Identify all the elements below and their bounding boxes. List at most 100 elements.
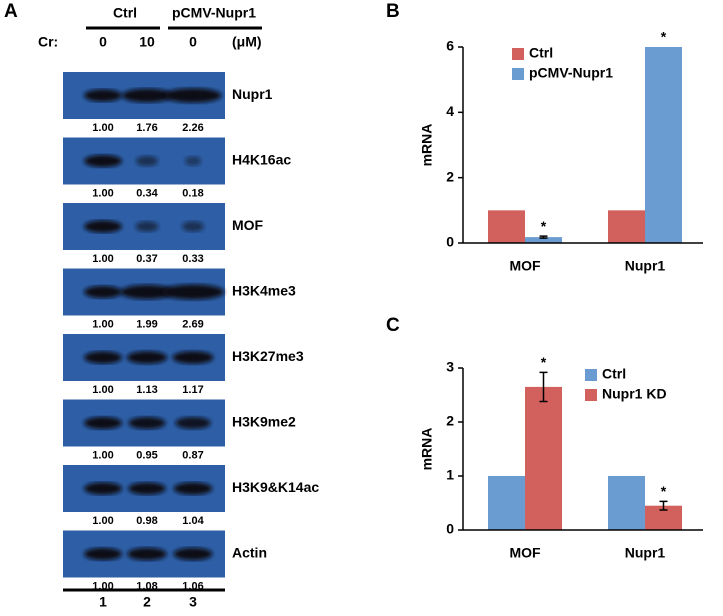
band	[84, 220, 122, 233]
band	[175, 416, 211, 430]
panel-label: B	[386, 1, 400, 22]
band	[172, 351, 214, 364]
quantification: 1.04	[182, 515, 204, 527]
quantification: 2.69	[182, 318, 203, 330]
quantification: 0.33	[182, 253, 203, 265]
bar	[608, 210, 645, 243]
band	[128, 416, 166, 430]
legend-swatch	[585, 369, 597, 381]
blot-label: MOF	[232, 217, 264, 233]
lane-number: 2	[143, 594, 151, 610]
quantification: 0.37	[136, 253, 157, 265]
band	[120, 284, 174, 300]
quantification: 0.18	[182, 187, 203, 199]
band	[173, 547, 213, 561]
y-tick-label: 4	[446, 103, 454, 119]
blot-label: Actin	[232, 545, 267, 561]
error-bar	[659, 500, 668, 511]
quantification: 1.00	[92, 384, 113, 396]
band	[135, 221, 159, 232]
legend-label: Ctrl	[602, 366, 626, 382]
significance: *	[541, 218, 547, 234]
bar	[488, 476, 525, 530]
significance: *	[541, 354, 547, 370]
x-tick-label: MOF	[509, 258, 541, 274]
x-tick-label: Nupr1	[625, 258, 666, 274]
legend-label: Ctrl	[529, 45, 553, 61]
quantification: 1.00	[92, 122, 113, 134]
quantification: 1.00	[92, 187, 113, 199]
y-tick-label: 0	[446, 521, 454, 537]
unit-label: (μM)	[232, 34, 262, 50]
band	[135, 155, 159, 167]
blot-label: H3K9me2	[232, 414, 296, 430]
quantification: 0.87	[182, 449, 203, 461]
dose-label: 0	[189, 34, 197, 50]
blot-label: H3K4me3	[232, 283, 296, 299]
quantification: 0.98	[136, 515, 157, 527]
legend-swatch	[512, 68, 524, 80]
quantification: 1.17	[182, 384, 203, 396]
band	[84, 547, 122, 561]
band	[84, 351, 122, 364]
legend-label: Nupr1 KD	[602, 386, 667, 402]
band	[128, 482, 166, 495]
quantification: 1.13	[136, 384, 157, 396]
legend-swatch	[512, 48, 524, 60]
quantification: 2.26	[182, 122, 203, 134]
significance: *	[661, 29, 667, 45]
y-tick-label: 1	[446, 467, 454, 483]
band	[164, 88, 222, 103]
bar	[645, 47, 682, 243]
band	[84, 482, 122, 495]
blot-label: H3K9&K14ac	[232, 479, 319, 495]
band	[84, 154, 122, 168]
band	[161, 284, 225, 300]
legend-label: pCMV-Nupr1	[529, 65, 613, 81]
y-tick-label: 0	[446, 234, 454, 250]
x-tick-label: Nupr1	[625, 545, 666, 561]
y-tick-label: 6	[446, 38, 454, 54]
blot-label: H3K27me3	[232, 348, 304, 364]
quantification: 1.99	[136, 318, 157, 330]
error-bar	[539, 235, 548, 239]
dose-label: 10	[139, 34, 155, 50]
y-axis-label: mRNA	[419, 124, 435, 167]
y-tick-label: 2	[446, 413, 454, 429]
quantification: 1.00	[92, 253, 113, 265]
group-label: Ctrl	[113, 5, 137, 21]
quantification: 1.76	[136, 122, 157, 134]
panel-label: C	[386, 315, 400, 336]
y-tick-label: 2	[446, 168, 454, 184]
y-axis-label: mRNA	[419, 428, 435, 471]
dose-label: 0	[99, 34, 107, 50]
x-tick-label: MOF	[509, 545, 541, 561]
y-tick-label: 3	[446, 359, 454, 375]
panel-label: A	[4, 1, 18, 22]
band	[84, 285, 122, 299]
lane-number: 1	[99, 594, 107, 610]
bar	[608, 476, 645, 530]
quantification: 1.00	[92, 515, 113, 527]
treatment-label: Cr:	[38, 34, 58, 50]
band	[121, 88, 173, 103]
blot-label: Nupr1	[232, 86, 273, 102]
bar	[525, 386, 562, 530]
quantification: 1.00	[92, 318, 113, 330]
bar	[525, 237, 562, 243]
band	[127, 547, 167, 561]
band	[84, 416, 122, 430]
band	[84, 89, 122, 102]
lane-number: 3	[189, 594, 197, 610]
quantification: 0.34	[136, 187, 158, 199]
blot-label: H4K16ac	[232, 152, 291, 168]
band	[182, 221, 204, 232]
significance: *	[661, 483, 667, 499]
legend-swatch	[585, 389, 597, 401]
quantification: 0.95	[136, 449, 157, 461]
error-bar	[539, 371, 548, 403]
bar	[488, 210, 525, 243]
quantification: 1.00	[92, 449, 113, 461]
band	[184, 156, 202, 166]
